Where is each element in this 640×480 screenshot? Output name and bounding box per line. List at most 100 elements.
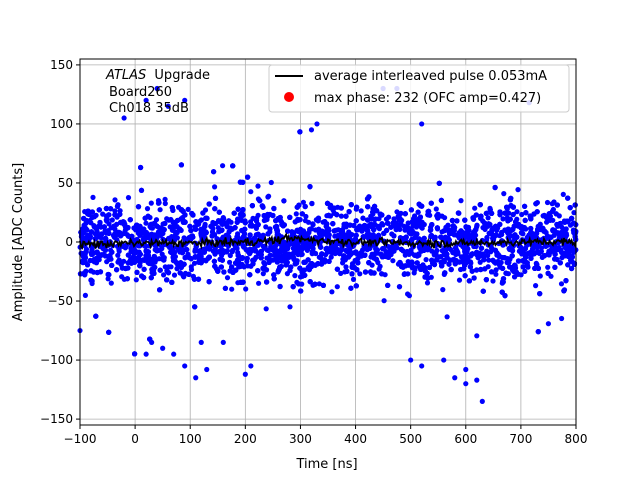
scatter-point: [454, 232, 460, 238]
scatter-point: [93, 212, 99, 218]
scatter-point: [444, 314, 450, 320]
scatter-point: [137, 257, 143, 263]
scatter-point: [537, 273, 543, 279]
scatter-point: [480, 288, 486, 294]
scatter-point: [507, 216, 513, 222]
scatter-point: [177, 270, 183, 276]
scatter-point: [157, 267, 163, 273]
scatter-point: [365, 204, 371, 210]
scatter-point: [444, 251, 450, 257]
scatter-point: [230, 163, 236, 169]
scatter-point: [555, 246, 561, 253]
scatter-point: [431, 261, 438, 268]
scatter-point: [162, 200, 168, 207]
scatter-point: [503, 270, 509, 276]
scatter-point: [80, 259, 86, 266]
scatter-point: [504, 259, 510, 266]
scatter-point: [481, 257, 487, 263]
scatter-point: [215, 268, 221, 274]
scatter-point: [155, 198, 162, 204]
scatter-point: [235, 206, 241, 212]
scatter-point: [344, 232, 350, 238]
scatter-point: [264, 279, 270, 285]
scatter-point: [334, 284, 340, 290]
scatter-point: [534, 249, 540, 255]
scatter-point: [249, 222, 255, 228]
scatter-point: [212, 195, 219, 201]
scatter-point: [82, 255, 88, 261]
scatter-point: [316, 281, 322, 287]
scatter-point: [78, 229, 84, 235]
scatter-point: [553, 211, 559, 217]
scatter-point: [349, 271, 355, 277]
scatter-point: [324, 227, 330, 233]
scatter-point: [229, 286, 235, 292]
scatter-point: [552, 264, 558, 270]
scatter-point: [144, 206, 151, 212]
scatter-point: [480, 225, 486, 231]
scatter-point: [190, 212, 196, 218]
scatter-point: [533, 283, 539, 289]
scatter-point: [83, 226, 89, 232]
scatter-point: [320, 282, 326, 288]
scatter-point: [266, 193, 272, 199]
scatter-point: [185, 206, 191, 212]
scatter-point: [569, 215, 575, 221]
scatter-point: [402, 271, 408, 277]
scatter-point: [224, 275, 231, 281]
scatter-point: [550, 206, 557, 213]
scatter-point: [500, 265, 506, 271]
scatter-point: [483, 210, 489, 216]
scatter-point: [206, 201, 212, 207]
scatter-point: [366, 260, 372, 266]
scatter-point: [559, 315, 565, 322]
scatter-point: [115, 252, 121, 258]
scatter-point: [109, 217, 115, 223]
scatter-point: [312, 281, 318, 287]
scatter-point: [243, 286, 249, 292]
scatter-point: [445, 222, 451, 228]
scatter-point: [157, 207, 163, 213]
scatter-point: [502, 210, 508, 216]
scatter-point: [89, 214, 95, 220]
scatter-point: [544, 199, 551, 206]
scatter-point: [257, 198, 263, 204]
scatter-point: [343, 247, 349, 253]
scatter-point: [182, 212, 188, 218]
scatter-point: [260, 271, 266, 277]
scatter-point: [516, 221, 522, 228]
scatter-point: [442, 215, 448, 221]
scatter-point: [556, 231, 562, 237]
scatter-point: [328, 254, 334, 260]
scatter-point: [462, 273, 468, 279]
scatter-point: [290, 284, 296, 290]
scatter-point: [212, 184, 218, 190]
scatter-point: [302, 218, 308, 224]
scatter-point: [446, 261, 452, 267]
scatter-point: [105, 271, 111, 278]
scatter-point: [381, 298, 387, 304]
scatter-point: [484, 248, 490, 254]
scatter-point: [348, 285, 354, 291]
scatter-point: [329, 289, 335, 295]
scatter-point: [277, 249, 283, 255]
scatter-point: [297, 129, 303, 135]
scatter-point: [108, 280, 114, 286]
scatter-point: [231, 210, 237, 216]
scatter-point: [287, 214, 293, 220]
scatter-point: [185, 251, 191, 258]
scatter-point: [138, 164, 144, 171]
scatter-point: [486, 221, 492, 227]
scatter-point: [493, 271, 499, 277]
scatter-point: [138, 187, 145, 193]
scatter-point: [557, 260, 563, 266]
scatter-point: [216, 209, 222, 215]
scatter-point: [105, 276, 111, 282]
scatter-point: [449, 217, 455, 224]
scatter-point: [118, 219, 124, 226]
scatter-point: [391, 216, 397, 222]
scatter-point: [281, 198, 287, 204]
scatter-point: [267, 226, 273, 232]
scatter-point: [569, 254, 575, 260]
scatter-point: [477, 259, 483, 265]
